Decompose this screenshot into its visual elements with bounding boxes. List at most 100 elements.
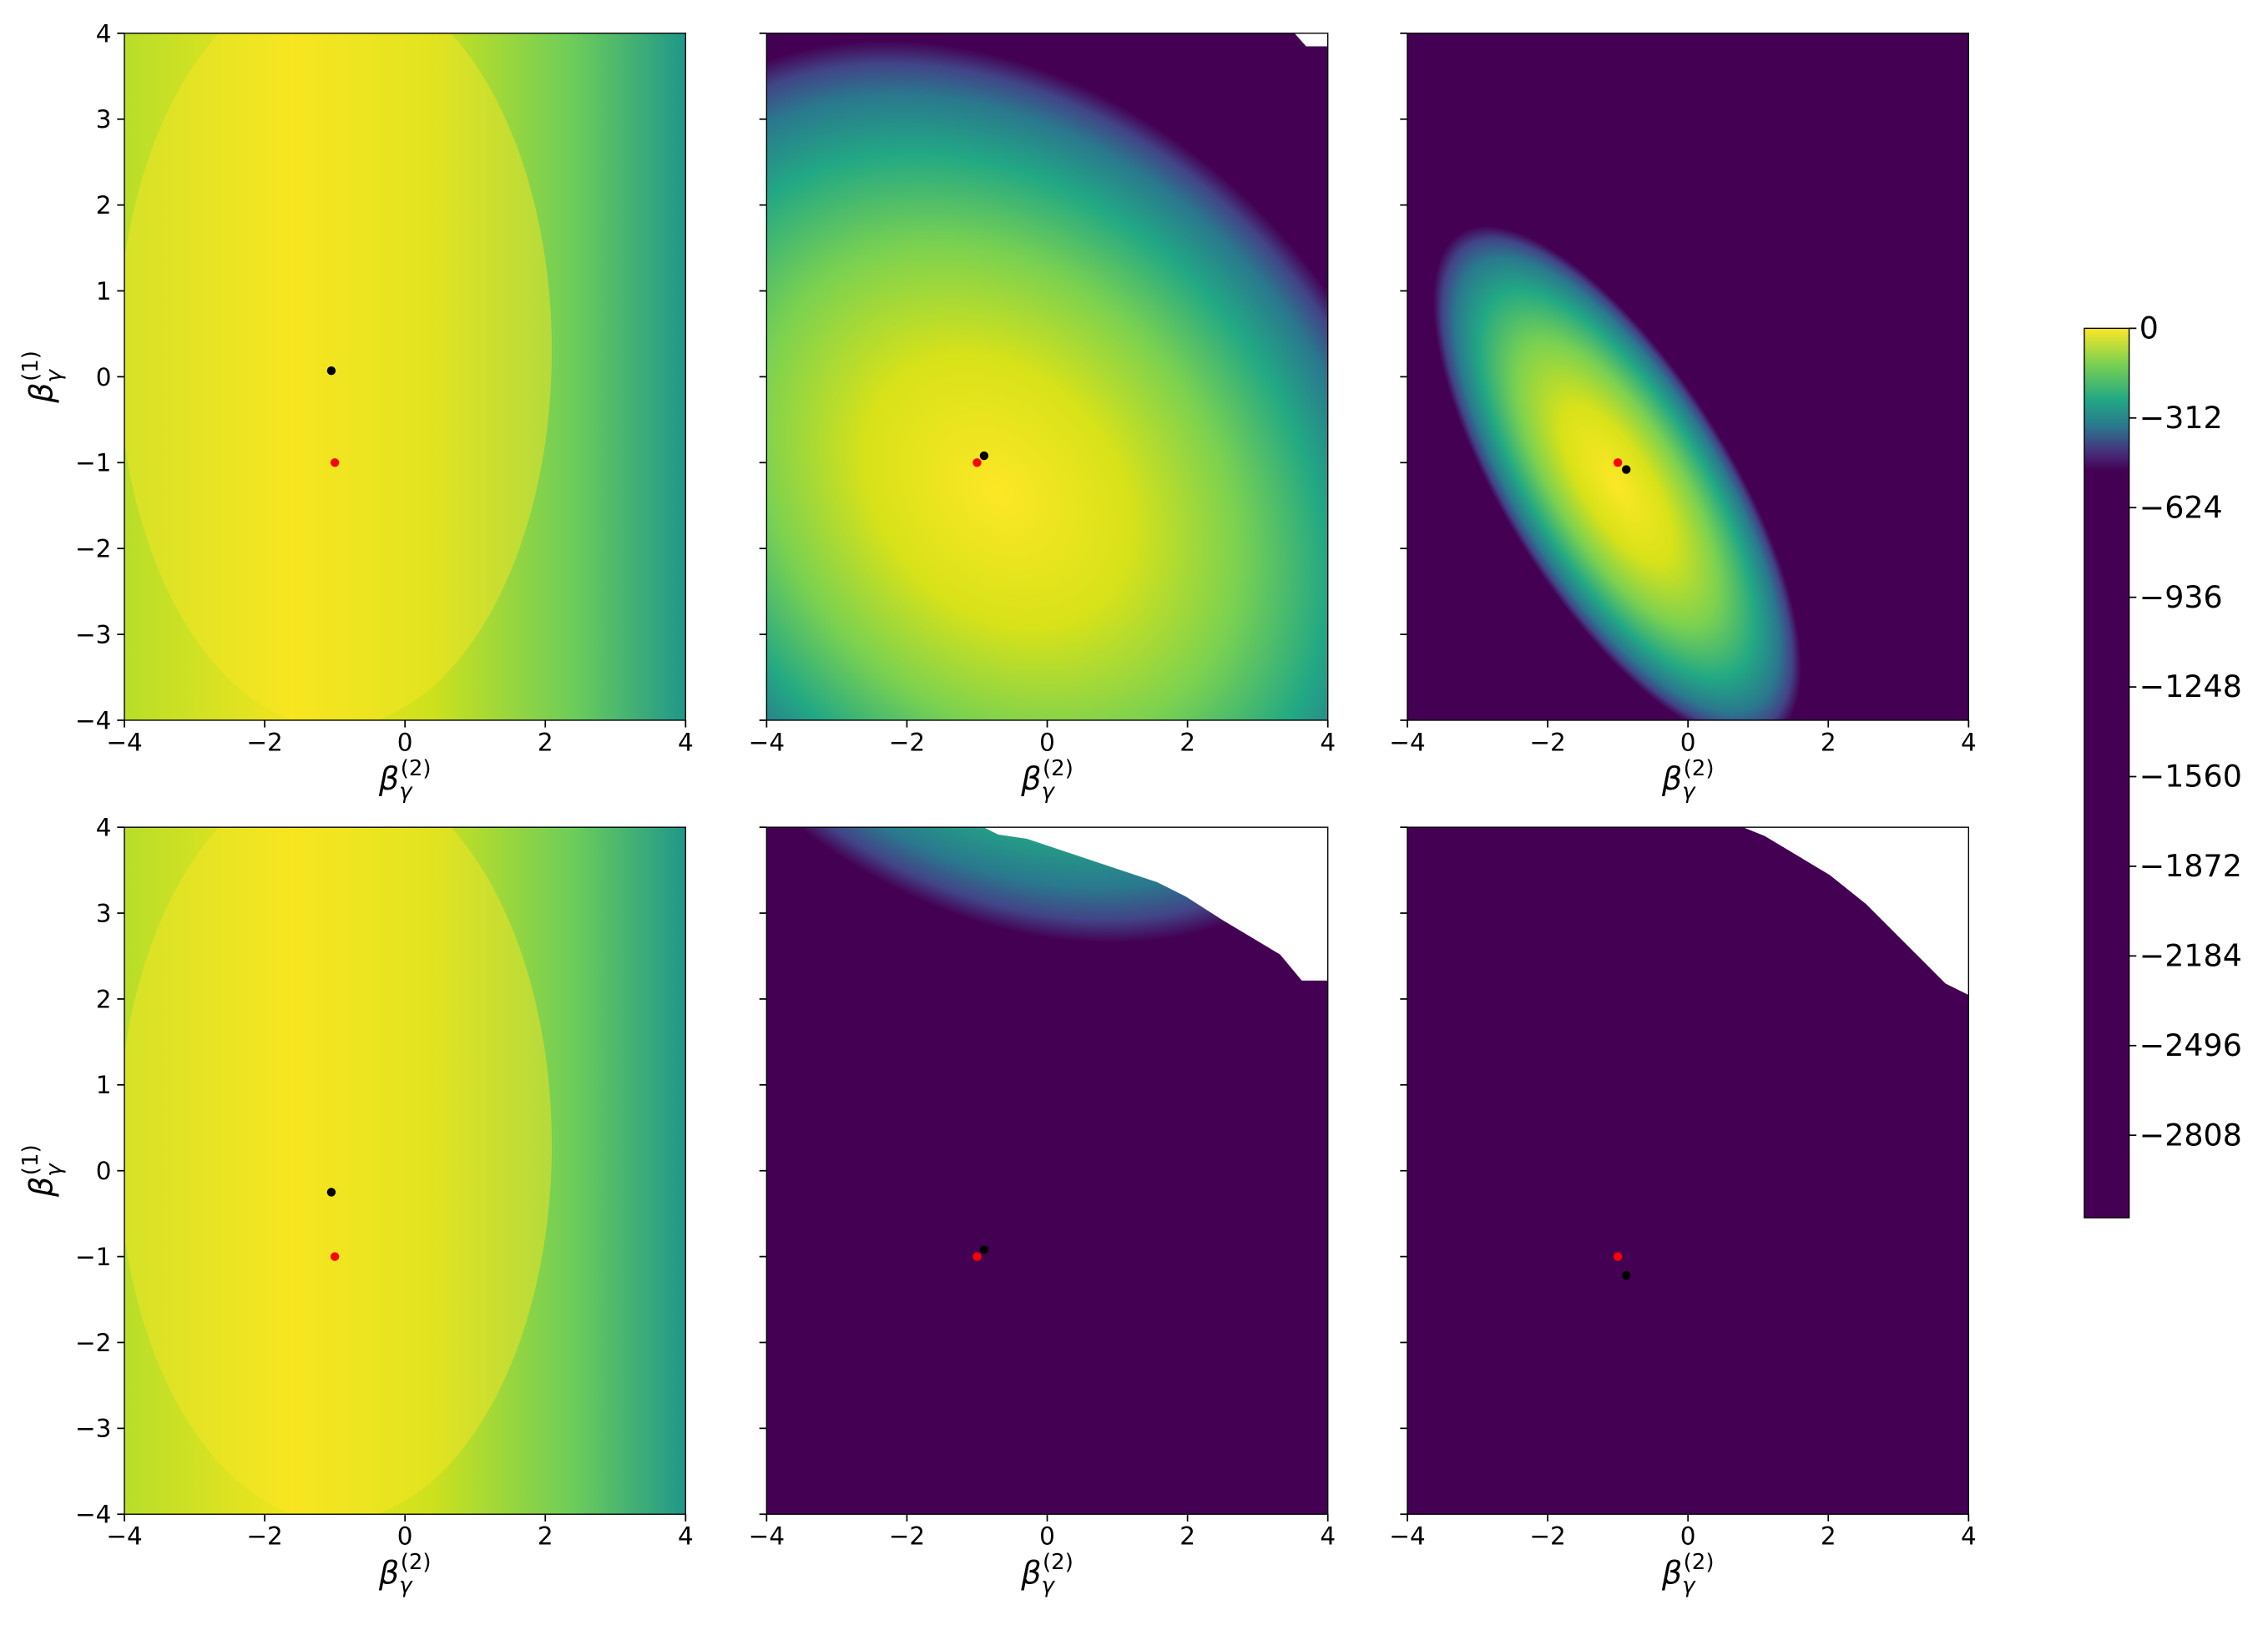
subplot: −4 −2 0 2 4 βγ(2) [749,33,1336,805]
axis-label: βγ(2) [378,756,432,805]
x-tick-label: 0 [1680,728,1696,756]
label-base: β [1661,1554,1682,1591]
label-sup: (2) [1043,1550,1073,1575]
x-tick-label: −2 [246,728,282,756]
x-tick-label: −2 [246,1522,282,1551]
x-tick-label: 4 [1961,728,1977,756]
colorbar-tick-label: −2808 [2139,1117,2242,1153]
x-tick-label: −2 [889,728,925,756]
colorbar-tick-label: −1248 [2139,669,2242,704]
x-tick-label: 2 [538,728,553,756]
y-tick-label: −2 [75,1329,111,1357]
x-tick-label: 2 [1821,1522,1836,1551]
label-sup: (2) [1684,756,1715,781]
field [766,33,1328,720]
colorbar: 0 −312 −624 −936 −1248 −1560 −1872 −2184 −2496 −2… [2084,310,2242,1219]
colorbar-tick-label: −936 [2139,579,2223,615]
label-sub: γ [399,780,413,805]
y-tick-label: 2 [96,191,112,220]
y-tick-label: 4 [96,19,112,48]
undefined-region [1294,33,1328,47]
colorbar-tick-label: 0 [2139,310,2159,346]
point [972,1252,982,1261]
x-tick-label: −4 [106,728,142,756]
point [330,1252,340,1261]
y-tick-label: 1 [96,1071,112,1099]
point [330,458,340,467]
x-tick-label: 0 [1039,1522,1055,1551]
x-tick-label: −4 [749,728,785,756]
colorbar-tick-label: −312 [2139,400,2223,436]
x-tick-label: −2 [1529,1522,1565,1551]
point [979,1245,989,1254]
y-tick-label: −1 [75,449,111,477]
label-base: β [378,1554,399,1591]
axis-label: βγ(2) [1661,756,1715,805]
label-sup: (2) [401,1550,432,1575]
y-tick-label: −2 [75,535,111,563]
colorbar-tick-label: −2496 [2139,1027,2242,1063]
axis-label: βγ(2) [378,1550,432,1598]
x-tick-label: 2 [1179,728,1195,756]
y-tick-label: 3 [96,105,112,134]
y-tick-label: −4 [75,706,111,734]
axis-label: βγ(1) [18,351,67,404]
x-tick-label: −2 [1529,728,1565,756]
label-base: β [1020,760,1041,797]
point [1613,458,1623,467]
x-tick-label: 0 [1039,728,1055,756]
y-tick-label: 0 [96,1157,112,1185]
x-tick-label: 4 [678,728,694,756]
field-peak [124,827,552,1515]
label-base: β [1661,760,1682,797]
label-sub: γ [1042,1573,1056,1598]
y-tick-label: 0 [96,363,112,391]
y-tick-label: −3 [75,1415,111,1443]
field-peak [124,33,552,720]
x-tick-label: 4 [1320,728,1336,756]
field-surface [124,33,686,720]
x-tick-label: −4 [1389,1522,1425,1551]
colorbar-tick-label: −2184 [2139,937,2242,973]
field-ellipse [1432,225,1801,720]
label-base: β [1020,1554,1041,1591]
axis-label: βγ(2) [1020,756,1073,805]
x-tick-label: 2 [538,1522,553,1551]
label-sub: γ [42,368,67,382]
colorbar-fill [2084,328,2129,1219]
label-sub: γ [1682,1573,1696,1598]
point [979,451,989,461]
label-sup: (1) [18,351,43,381]
label-sup: (2) [1043,756,1073,781]
field-surface [124,827,686,1515]
y-tick-label: −1 [75,1243,111,1271]
label-base: β [378,760,399,797]
point [1613,1252,1623,1261]
x-tick-label: 0 [1680,1522,1696,1551]
label-sub: γ [399,1573,413,1598]
y-tick-label: 3 [96,899,112,927]
x-tick-label: 0 [397,1522,413,1551]
subplot: −4 −2 0 2 4 βγ(2) [749,826,1336,1598]
subplot: −4 −2 0 2 4 βγ(2) [1389,826,1977,1598]
field [124,827,686,1515]
x-tick-label: −2 [889,1522,925,1551]
y-tick-label: 4 [96,814,112,842]
x-tick-label: 4 [1320,1522,1336,1551]
field-ellipse [766,41,1328,720]
undefined-region [1743,827,1969,996]
point [326,366,336,376]
axis-label: βγ(2) [1020,1550,1073,1598]
y-tick-label: 1 [96,277,112,305]
y-tick-label: −4 [75,1501,111,1529]
y-tick-label: −3 [75,620,111,648]
label-sub: γ [42,1163,67,1177]
field [766,827,1328,1515]
x-tick-label: 4 [678,1522,694,1551]
colorbar-tick-label: −1560 [2139,759,2242,795]
field-surface [766,827,1328,1515]
x-tick-label: −4 [749,1522,785,1551]
point [1622,465,1631,474]
